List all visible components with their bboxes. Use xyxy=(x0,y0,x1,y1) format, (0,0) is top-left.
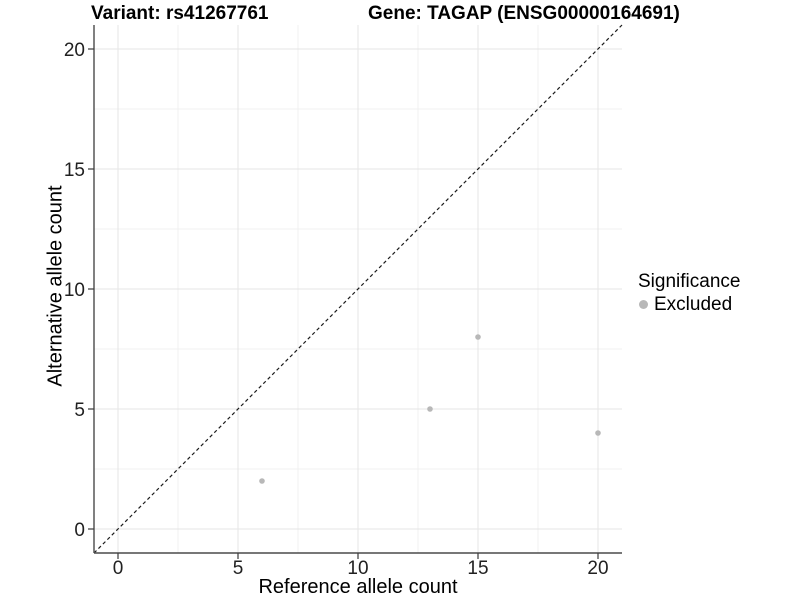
y-tick-label: 5 xyxy=(74,400,85,421)
x-tick-label: 5 xyxy=(233,558,244,579)
y-axis-title: Alternative allele count xyxy=(44,185,67,387)
data-point xyxy=(595,430,601,436)
legend-title: Significance xyxy=(638,271,741,292)
data-point xyxy=(475,334,481,340)
y-tick-label: 0 xyxy=(74,520,85,541)
x-tick-label: 15 xyxy=(467,558,488,579)
x-tick-label: 20 xyxy=(587,558,608,579)
plot-title-gene: Gene: TAGAP (ENSG00000164691) xyxy=(368,3,680,24)
data-point xyxy=(427,406,433,412)
plot-title-variant: Variant: rs41267761 xyxy=(91,3,269,24)
y-tick-label: 10 xyxy=(64,280,85,301)
y-tick-label: 20 xyxy=(64,40,85,61)
x-tick-label: 10 xyxy=(347,558,368,579)
data-point xyxy=(259,478,265,484)
x-axis-title: Reference allele count xyxy=(258,576,458,598)
x-tick-label: 0 xyxy=(113,558,124,579)
y-tick-label: 15 xyxy=(64,160,85,181)
legend-item-excluded: Excluded xyxy=(638,293,740,316)
excluded-point-swatch-icon xyxy=(639,300,648,309)
legend: Significance Excluded xyxy=(638,270,740,316)
identity-dashed-line xyxy=(93,24,623,554)
legend-item-label: Excluded xyxy=(654,294,733,315)
